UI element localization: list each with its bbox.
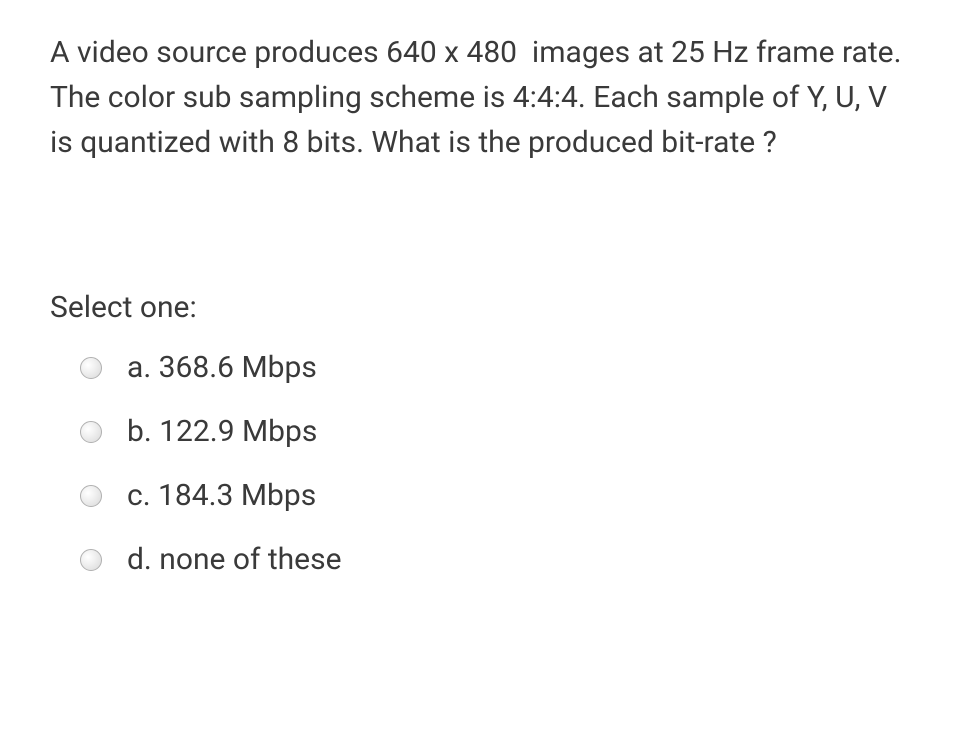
option-d[interactable]: d. none of these (80, 542, 908, 578)
option-a[interactable]: a. 368.6 Mbps (80, 350, 908, 386)
option-label: a. 368.6 Mbps (127, 350, 317, 386)
option-label: c. 184.3 Mbps (127, 478, 316, 514)
radio-icon[interactable] (80, 549, 102, 571)
answer-options-group: a. 368.6 Mbps b. 122.9 Mbps c. 184.3 Mbp… (50, 350, 908, 578)
option-label: b. 122.9 Mbps (127, 414, 317, 450)
option-c[interactable]: c. 184.3 Mbps (80, 478, 908, 514)
select-one-prompt: Select one: (50, 285, 908, 330)
radio-icon[interactable] (80, 421, 102, 443)
question-text: A video source produces 640 x 480 images… (50, 30, 908, 165)
radio-icon[interactable] (80, 357, 102, 379)
option-b[interactable]: b. 122.9 Mbps (80, 414, 908, 450)
radio-icon[interactable] (80, 485, 102, 507)
option-label: d. none of these (127, 542, 341, 578)
